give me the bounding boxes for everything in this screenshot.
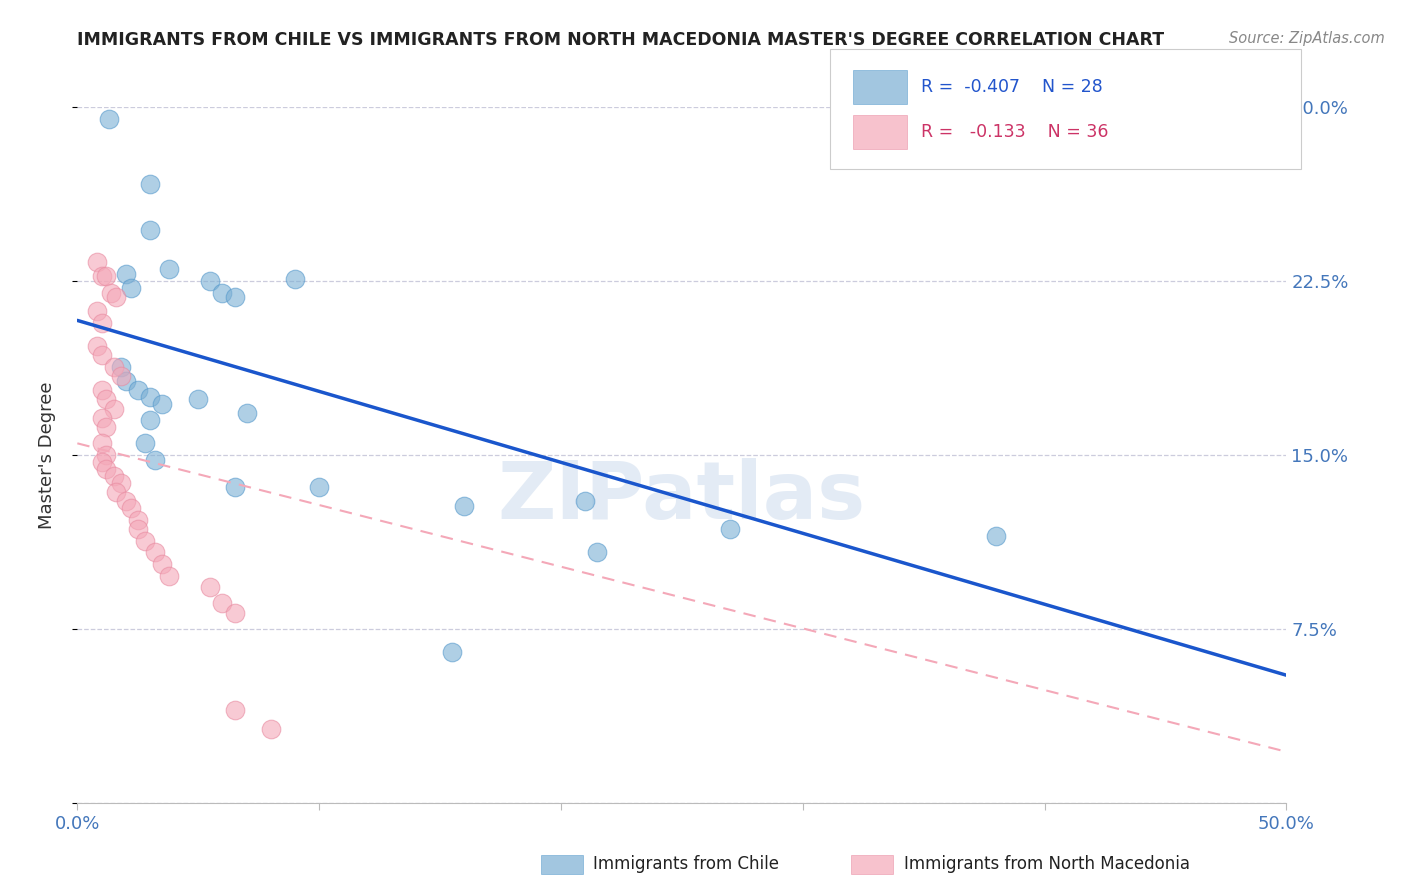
Text: ZIPatlas: ZIPatlas xyxy=(498,458,866,536)
Point xyxy=(127,383,149,397)
Point xyxy=(114,494,136,508)
Point xyxy=(308,480,330,494)
Point xyxy=(105,290,128,304)
Point xyxy=(139,177,162,191)
Point xyxy=(114,267,136,281)
Point xyxy=(90,269,112,284)
Point xyxy=(90,455,112,469)
Point xyxy=(224,480,246,494)
Point xyxy=(100,285,122,300)
Point xyxy=(127,513,149,527)
Point xyxy=(211,596,233,610)
Point xyxy=(120,281,142,295)
Text: R =  -0.407    N = 28: R = -0.407 N = 28 xyxy=(921,78,1102,96)
Point xyxy=(86,339,108,353)
Point xyxy=(127,522,149,536)
Point xyxy=(143,452,166,467)
Point xyxy=(110,369,132,384)
Point xyxy=(718,522,741,536)
Point xyxy=(110,359,132,374)
Point xyxy=(134,436,156,450)
Point xyxy=(224,606,246,620)
Point xyxy=(96,420,118,434)
Point xyxy=(574,494,596,508)
Point xyxy=(90,436,112,450)
Point xyxy=(114,374,136,388)
Point xyxy=(105,485,128,500)
Text: Source: ZipAtlas.com: Source: ZipAtlas.com xyxy=(1229,31,1385,46)
Point xyxy=(150,557,173,571)
Point xyxy=(139,413,162,427)
Point xyxy=(139,223,162,237)
Point xyxy=(586,545,609,559)
Text: Immigrants from North Macedonia: Immigrants from North Macedonia xyxy=(904,855,1189,873)
Point xyxy=(235,406,257,420)
Point xyxy=(103,359,125,374)
Point xyxy=(284,271,307,285)
Point xyxy=(103,401,125,416)
Point xyxy=(143,545,166,559)
Point xyxy=(157,568,180,582)
Point xyxy=(157,262,180,277)
Point xyxy=(260,722,283,736)
Point xyxy=(96,392,118,407)
Point xyxy=(86,304,108,318)
Point xyxy=(90,383,112,397)
Point xyxy=(120,501,142,516)
Point xyxy=(90,348,112,362)
Point xyxy=(90,410,112,425)
Point xyxy=(134,533,156,548)
Point xyxy=(200,580,222,594)
Point xyxy=(453,499,475,513)
Point xyxy=(200,274,222,288)
Point xyxy=(211,285,233,300)
Point xyxy=(86,255,108,269)
Point xyxy=(986,529,1008,543)
Text: Immigrants from Chile: Immigrants from Chile xyxy=(593,855,779,873)
Point xyxy=(96,462,118,476)
Point xyxy=(224,290,246,304)
Point xyxy=(187,392,209,407)
Point xyxy=(97,112,120,126)
Y-axis label: Master's Degree: Master's Degree xyxy=(38,381,56,529)
Point xyxy=(110,475,132,490)
Point xyxy=(90,316,112,330)
Point xyxy=(96,269,118,284)
Point xyxy=(103,468,125,483)
Text: IMMIGRANTS FROM CHILE VS IMMIGRANTS FROM NORTH MACEDONIA MASTER'S DEGREE CORRELA: IMMIGRANTS FROM CHILE VS IMMIGRANTS FROM… xyxy=(77,31,1164,49)
Point xyxy=(96,448,118,462)
Point xyxy=(441,645,464,659)
Point xyxy=(139,390,162,404)
Text: R =   -0.133    N = 36: R = -0.133 N = 36 xyxy=(921,123,1108,141)
Point xyxy=(150,397,173,411)
Point xyxy=(224,703,246,717)
